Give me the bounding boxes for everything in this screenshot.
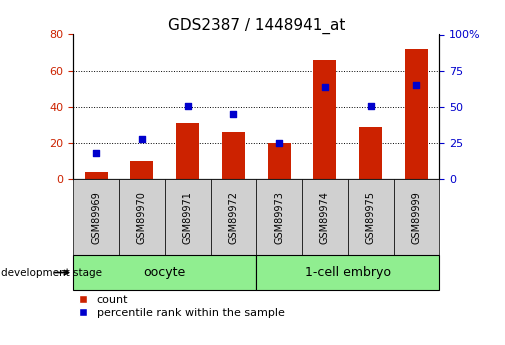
Point bbox=[413, 82, 421, 88]
Bar bbox=[73, 255, 257, 290]
Legend: count, percentile rank within the sample: count, percentile rank within the sample bbox=[79, 295, 284, 318]
Bar bbox=[348, 179, 393, 255]
Bar bbox=[302, 179, 348, 255]
Text: GSM89973: GSM89973 bbox=[274, 191, 284, 244]
Text: GSM89971: GSM89971 bbox=[183, 191, 192, 244]
Point bbox=[138, 136, 146, 141]
Bar bbox=[119, 179, 165, 255]
Bar bbox=[85, 172, 108, 179]
Bar bbox=[130, 161, 154, 179]
Point bbox=[184, 103, 192, 108]
Text: GSM89972: GSM89972 bbox=[228, 191, 238, 244]
Bar bbox=[268, 143, 290, 179]
Text: oocyte: oocyte bbox=[143, 266, 186, 279]
Text: development stage: development stage bbox=[2, 268, 103, 277]
Text: GSM89969: GSM89969 bbox=[91, 191, 101, 244]
Point bbox=[275, 140, 283, 146]
Point bbox=[92, 150, 100, 156]
Text: GSM89999: GSM89999 bbox=[412, 191, 422, 244]
Text: GSM89975: GSM89975 bbox=[366, 191, 376, 244]
Bar bbox=[314, 60, 336, 179]
Bar bbox=[257, 179, 302, 255]
Text: 1-cell embryo: 1-cell embryo bbox=[305, 266, 391, 279]
Bar bbox=[405, 49, 428, 179]
Point bbox=[321, 84, 329, 89]
Title: GDS2387 / 1448941_at: GDS2387 / 1448941_at bbox=[168, 18, 345, 34]
Point bbox=[367, 103, 375, 108]
Bar bbox=[393, 179, 439, 255]
Bar bbox=[222, 132, 245, 179]
Bar bbox=[257, 255, 439, 290]
Point bbox=[229, 111, 237, 117]
Bar bbox=[359, 127, 382, 179]
Text: GSM89970: GSM89970 bbox=[137, 191, 147, 244]
Text: GSM89974: GSM89974 bbox=[320, 191, 330, 244]
Bar bbox=[165, 179, 211, 255]
Bar bbox=[211, 179, 257, 255]
Bar bbox=[176, 123, 199, 179]
Bar bbox=[73, 179, 119, 255]
